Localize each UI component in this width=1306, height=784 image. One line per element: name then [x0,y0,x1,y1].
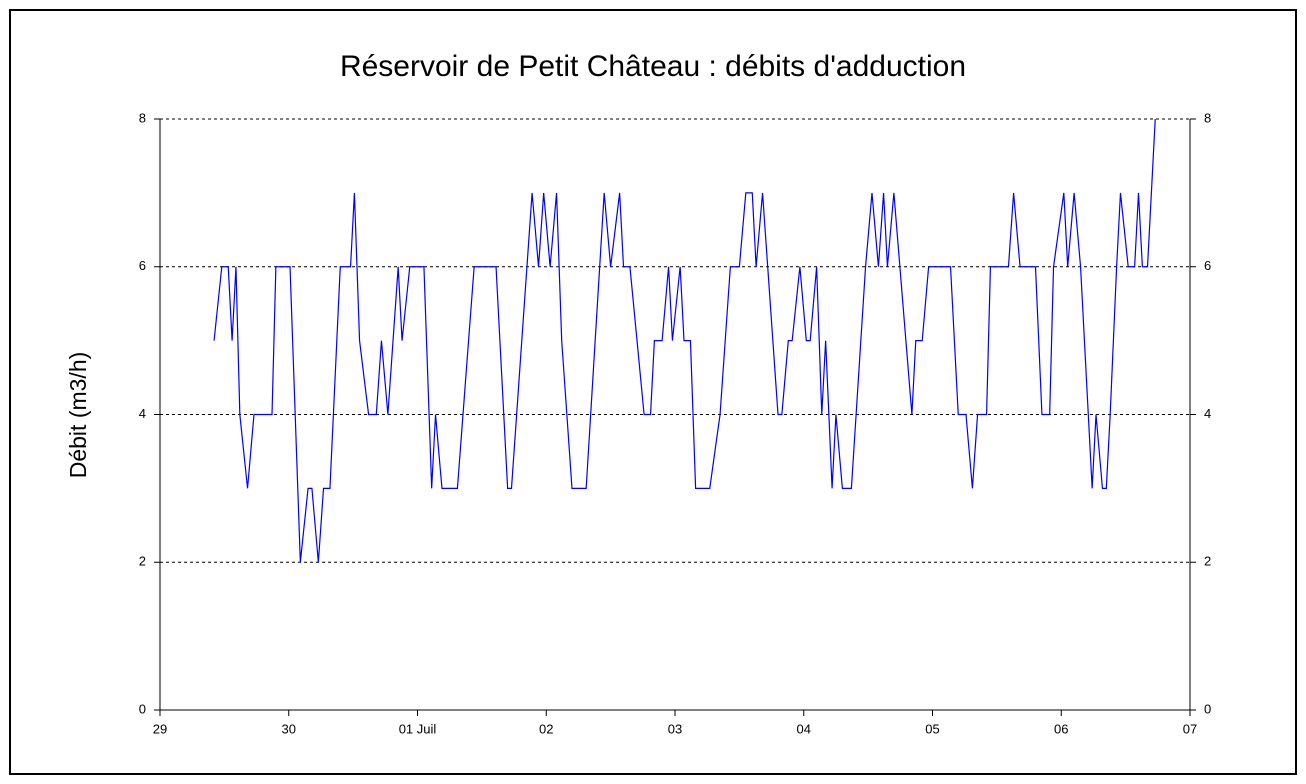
y-axis-label: Débit (m3/h) [65,352,91,479]
y-tick-label: 6 [139,258,146,273]
x-tick-label: 02 [539,721,553,736]
chart-title: Réservoir de Petit Château : débits d'ad… [340,50,966,83]
y2-tick-label: 6 [1204,258,1211,273]
x-tick-label: 06 [1054,721,1068,736]
y2-tick-label: 2 [1204,554,1211,569]
y2-tick-label: 8 [1204,110,1211,125]
x-tick-label: 01 Juil [399,721,437,736]
y-tick-label: 0 [139,701,146,716]
x-tick-label: 30 [282,721,296,736]
line-series [213,118,1156,563]
y-tick-label: 8 [139,110,146,125]
x-tick-label: 07 [1183,721,1197,736]
y2-tick-label: 0 [1204,701,1211,716]
y2-tick-label: 4 [1204,406,1211,421]
frame [9,9,1297,775]
y-tick-label: 4 [139,406,146,421]
y-tick-label: 2 [139,554,146,569]
x-tick-label: 29 [153,721,167,736]
x-tick-label: 04 [797,721,811,736]
x-tick-label: 05 [925,721,939,736]
x-tick-label: 03 [668,721,682,736]
